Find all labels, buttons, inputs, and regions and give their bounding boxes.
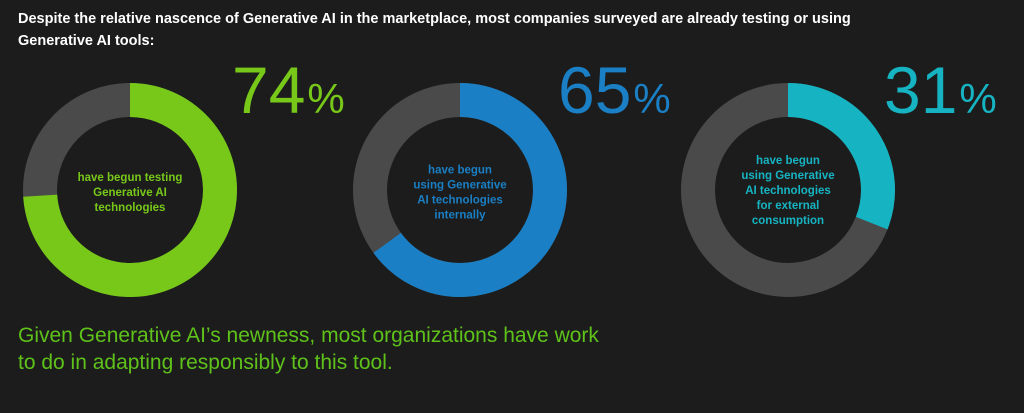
donut-center-label: have begun testing Generative AI technolog… xyxy=(78,172,183,214)
donut-value-arc xyxy=(373,83,567,297)
donut-chart-testing: 74% have begun testing Generative AI techno… xyxy=(23,53,345,297)
label-line: technologies xyxy=(95,202,166,214)
label-line: have begun xyxy=(756,155,820,167)
label-line: Generative AI xyxy=(93,187,167,199)
label-line: internally xyxy=(434,210,486,222)
label-line: have begun testing xyxy=(78,172,183,184)
donut-center-label: have begun using Generative AI technologie… xyxy=(413,165,506,222)
label-line: consumption xyxy=(752,215,824,227)
percent-value: 74% xyxy=(232,53,345,127)
donut-value-arc xyxy=(787,83,895,230)
percent-value: 65% xyxy=(558,53,671,127)
label-line: using Generative xyxy=(413,180,506,192)
footer-text: Given Generative AI’s newness, most orga… xyxy=(18,324,599,374)
label-line: for external xyxy=(757,200,820,212)
donut-value-arc xyxy=(23,83,237,297)
donut-center-label: have begun using Generative AI technologie… xyxy=(741,155,834,227)
donut-chart-external: 31% have begun using Generative AI technolo… xyxy=(681,53,997,297)
percent-value: 31% xyxy=(884,53,997,127)
label-line: AI technologies xyxy=(745,185,831,197)
donut-chart-internal: 65% have begun using Generative AI technolo… xyxy=(353,53,671,297)
page-title: Despite the relative nascence of Generat… xyxy=(18,11,851,49)
label-line: have begun xyxy=(428,165,492,177)
label-line: AI technologies xyxy=(417,195,503,207)
label-line: using Generative xyxy=(741,170,834,182)
